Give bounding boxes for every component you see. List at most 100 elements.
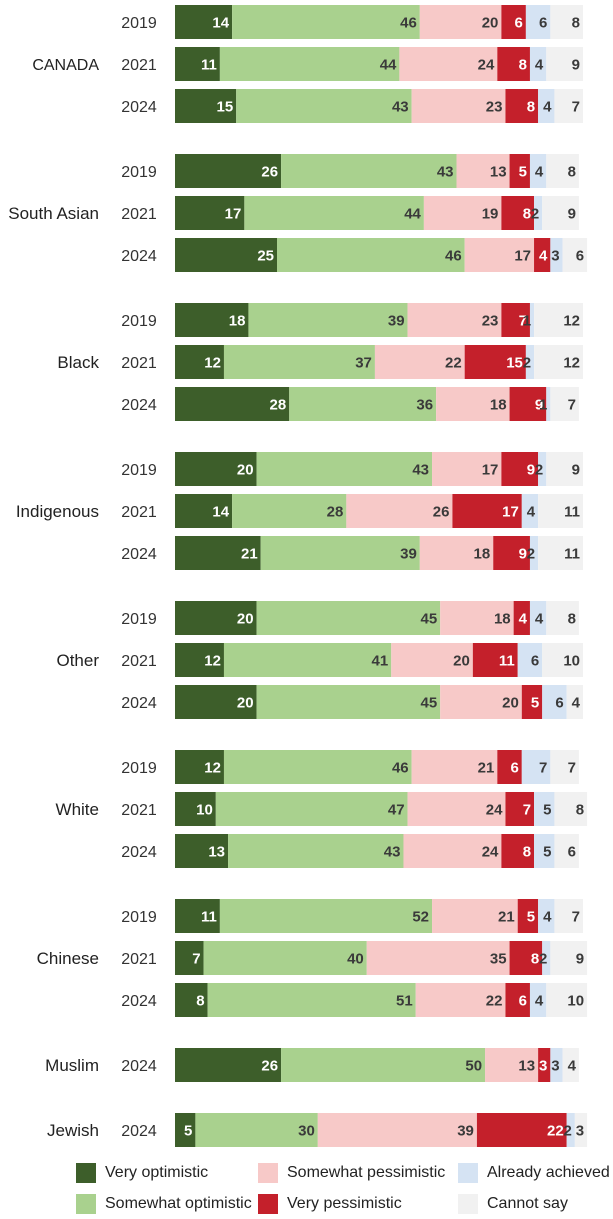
legend-label-somewhat-pessimistic: Somewhat pessimistic: [287, 1164, 446, 1181]
bar-segment-jewish-2024-somewhat-pessimistic: [317, 1113, 477, 1147]
bar-segment-indigenous-2019-somewhat-pessimistic: [432, 452, 502, 486]
value-label-south-asian-2019-somewhat-optimistic: 43: [437, 164, 454, 181]
legend-item-very-optimistic: Very optimistic: [76, 1161, 208, 1185]
bar-segment-indigenous-2024-very-pessimistic: [493, 536, 530, 570]
bar-segment-chinese-2019-very-optimistic: [175, 899, 220, 933]
bar-segment-chinese-2019-somewhat-optimistic: [219, 899, 433, 933]
value-label-other-2024-already-achieved: 6: [555, 695, 563, 712]
value-label-white-2019-cannot-say: 7: [568, 760, 576, 777]
value-label-jewish-2024-cannot-say: 3: [576, 1123, 584, 1140]
bar-segment-south-asian-2024-very-pessimistic: [534, 238, 551, 272]
value-label-canada-2021-somewhat-optimistic: 44: [380, 57, 397, 74]
legend-swatch-somewhat-pessimistic: [258, 1163, 278, 1183]
bar-segment-canada-2024-somewhat-optimistic: [236, 89, 412, 123]
year-label-black-2021: 2021: [121, 355, 157, 372]
bar-segment-other-2021-cannot-say: [542, 643, 583, 677]
bar-segment-canada-2024-cannot-say: [554, 89, 583, 123]
legend-label-very-pessimistic: Very pessimistic: [287, 1195, 402, 1212]
year-label-other-2019: 2019: [121, 611, 157, 628]
value-label-white-2024-very-optimistic: 13: [208, 844, 225, 861]
bar-segment-south-asian-2021-already-achieved: [534, 196, 543, 230]
value-label-black-2019-somewhat-pessimistic: 23: [482, 313, 499, 330]
value-label-chinese-2024-very-pessimistic: 6: [519, 993, 527, 1010]
value-label-white-2019-very-pessimistic: 6: [510, 760, 518, 777]
bar-segment-canada-2024-very-pessimistic: [505, 89, 539, 123]
value-label-muslim-2024-already-achieved: 3: [551, 1058, 559, 1075]
value-label-indigenous-2021-somewhat-pessimistic: 26: [433, 504, 450, 521]
bar-segment-indigenous-2024-cannot-say: [538, 536, 583, 570]
bar-segment-indigenous-2021-somewhat-pessimistic: [346, 494, 453, 528]
value-label-muslim-2024-very-pessimistic: 3: [539, 1058, 547, 1075]
value-label-other-2021-very-pessimistic: 11: [499, 653, 515, 670]
value-label-canada-2024-very-optimistic: 15: [217, 99, 234, 116]
legend: Very optimistic Somewhat optimistic Some…: [76, 1161, 610, 1215]
bar-segment-canada-2019-very-pessimistic: [501, 5, 526, 39]
value-label-south-asian-2024-cannot-say: 6: [576, 248, 584, 265]
bar-segment-other-2019-cannot-say: [546, 601, 579, 635]
value-label-indigenous-2024-very-pessimistic: 9: [519, 546, 527, 563]
legend-swatch-very-optimistic: [76, 1163, 96, 1183]
year-label-indigenous-2024: 2024: [121, 546, 157, 563]
value-label-south-asian-2019-very-pessimistic: 5: [519, 164, 527, 181]
bar-segment-other-2024-very-pessimistic: [521, 685, 543, 719]
bar-segment-jewish-2024-already-achieved: [566, 1113, 575, 1147]
value-label-other-2019-very-optimistic: 20: [237, 611, 254, 628]
value-label-canada-2021-very-pessimistic: 8: [519, 57, 527, 74]
value-label-other-2021-very-optimistic: 12: [204, 653, 221, 670]
bar-segment-indigenous-2021-already-achieved: [521, 494, 539, 528]
bar-segment-canada-2021-already-achieved: [529, 47, 547, 81]
value-label-chinese-2021-already-achieved: 2: [539, 951, 547, 968]
year-label-black-2024: 2024: [121, 397, 157, 414]
bar-segment-white-2024-very-optimistic: [175, 834, 229, 868]
value-label-indigenous-2021-somewhat-optimistic: 28: [327, 504, 344, 521]
year-label-chinese-2024: 2024: [121, 993, 157, 1010]
bar-segment-muslim-2024-very-pessimistic: [538, 1048, 551, 1082]
bar-segment-other-2021-very-pessimistic: [472, 643, 518, 677]
legend-item-already-achieved: Already achieved: [458, 1161, 610, 1185]
bar-segment-chinese-2019-somewhat-pessimistic: [432, 899, 518, 933]
bar-segment-indigenous-2019-very-optimistic: [175, 452, 257, 486]
bar-segment-canada-2019-very-optimistic: [175, 5, 233, 39]
value-label-indigenous-2019-somewhat-pessimistic: 17: [482, 462, 499, 479]
value-label-chinese-2021-somewhat-pessimistic: 35: [490, 951, 507, 968]
value-label-canada-2024-somewhat-optimistic: 43: [392, 99, 409, 116]
bar-segment-white-2021-somewhat-pessimistic: [407, 792, 506, 826]
bar-segment-other-2021-already-achieved: [517, 643, 543, 677]
bar-segment-chinese-2024-somewhat-pessimistic: [415, 983, 506, 1017]
bar-segment-chinese-2019-already-achieved: [538, 899, 555, 933]
value-label-black-2021-already-achieved: 2: [523, 355, 531, 372]
bar-segment-other-2019-somewhat-pessimistic: [440, 601, 514, 635]
legend-swatch-cannot-say: [458, 1194, 478, 1214]
group-label-white: White: [56, 800, 99, 819]
value-label-jewish-2024-very-optimistic: 5: [184, 1123, 192, 1140]
bar-segment-black-2019-very-optimistic: [175, 303, 249, 337]
value-label-chinese-2019-cannot-say: 7: [572, 909, 580, 926]
value-label-white-2024-somewhat-optimistic: 43: [384, 844, 401, 861]
value-label-chinese-2019-very-optimistic: 11: [201, 909, 217, 926]
value-label-chinese-2019-somewhat-pessimistic: 21: [498, 909, 515, 926]
value-label-canada-2024-very-pessimistic: 8: [527, 99, 535, 116]
value-label-chinese-2024-very-optimistic: 8: [196, 993, 204, 1010]
bar-segment-black-2019-very-pessimistic: [501, 303, 530, 337]
value-label-indigenous-2021-very-optimistic: 14: [212, 504, 229, 521]
bar-segment-south-asian-2021-somewhat-pessimistic: [423, 196, 502, 230]
bar-segment-chinese-2021-somewhat-optimistic: [203, 941, 367, 975]
bar-segment-other-2019-very-optimistic: [175, 601, 257, 635]
value-label-jewish-2024-very-pessimistic: 22: [547, 1123, 564, 1140]
bar-segment-canada-2019-already-achieved: [525, 5, 551, 39]
bar-segment-black-2024-already-achieved: [546, 387, 551, 421]
value-label-white-2024-already-achieved: 5: [543, 844, 551, 861]
value-label-chinese-2021-very-optimistic: 7: [192, 951, 200, 968]
value-label-indigenous-2021-cannot-say: 11: [564, 504, 580, 521]
value-label-south-asian-2021-already-achieved: 2: [531, 206, 539, 223]
bar-segment-canada-2021-very-optimistic: [175, 47, 220, 81]
bar-segment-black-2021-somewhat-optimistic: [223, 345, 375, 379]
value-label-white-2019-very-optimistic: 12: [204, 760, 221, 777]
bar-segment-canada-2019-somewhat-optimistic: [232, 5, 420, 39]
value-label-black-2019-somewhat-optimistic: 39: [388, 313, 405, 330]
value-label-black-2024-somewhat-pessimistic: 18: [490, 397, 507, 414]
bar-segment-indigenous-2024-very-optimistic: [175, 536, 261, 570]
group-label-canada: CANADA: [32, 57, 99, 74]
